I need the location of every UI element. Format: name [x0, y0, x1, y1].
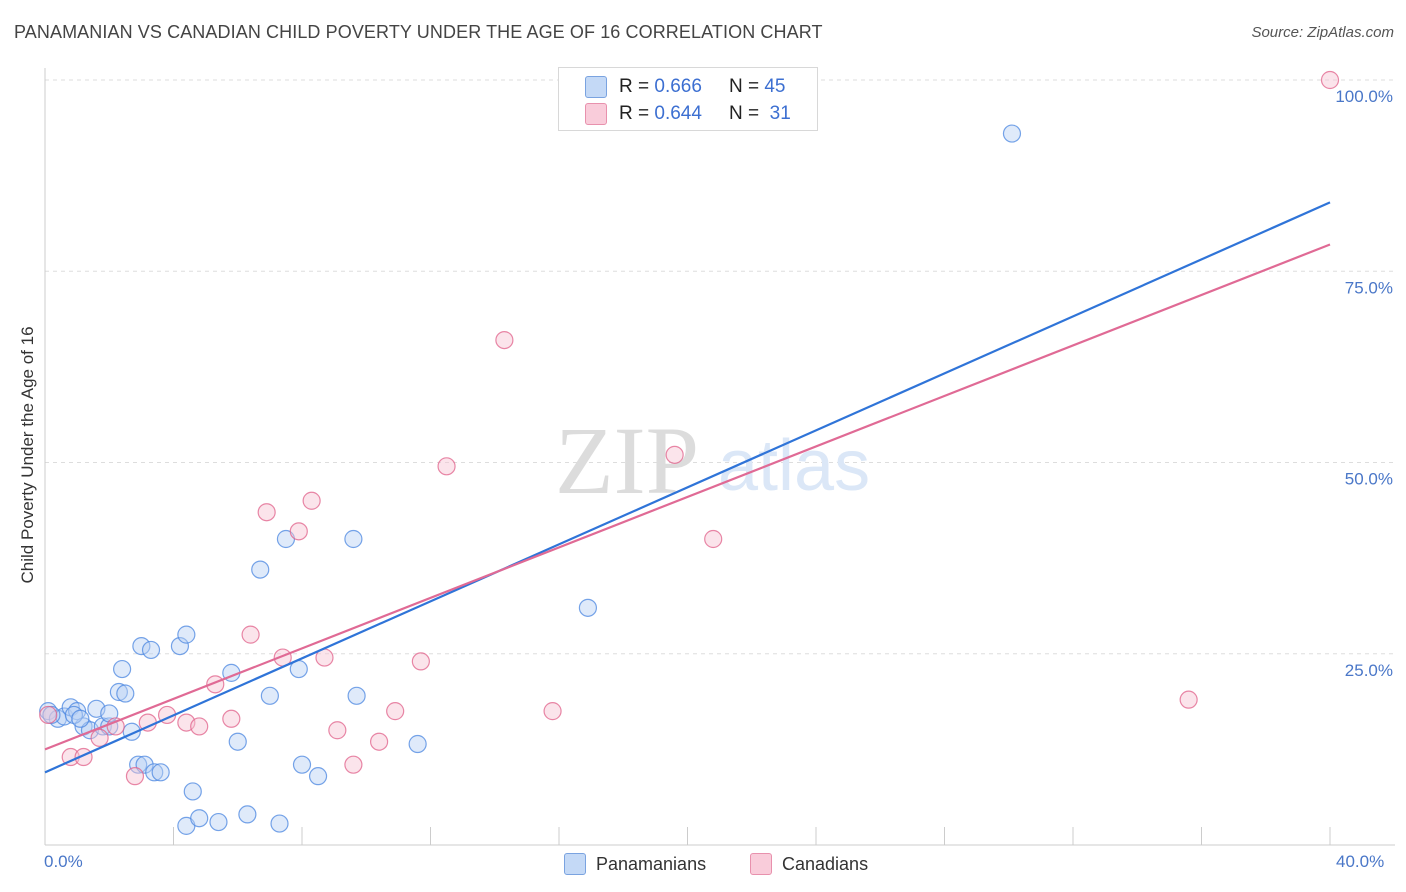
- watermark-zip: ZIP: [555, 407, 699, 514]
- panamanian-point: [260, 686, 279, 705]
- canadian-point: [704, 529, 723, 549]
- canadians-points: [39, 70, 1340, 786]
- legend-n-value: 31: [769, 103, 791, 124]
- y-tick-label: 50.0%: [1345, 470, 1393, 489]
- correlation-legend: R = 0.666 N = 45 R = 0.644 N = 31: [558, 67, 818, 131]
- panamanians-trend-line: [44, 201, 1331, 774]
- legend-swatch-canadians: [585, 103, 607, 125]
- canadian-point: [328, 721, 347, 740]
- legend-item-panamanians[interactable]: Panamanians: [564, 852, 706, 876]
- canadian-point: [125, 767, 145, 786]
- canadian-point: [90, 728, 109, 748]
- canadian-point: [437, 457, 456, 476]
- x-tick-label-min: 0.0%: [44, 852, 83, 871]
- panamanian-point: [177, 625, 196, 644]
- canadian-point: [222, 709, 241, 728]
- canadian-point: [1320, 70, 1340, 90]
- panamanian-point: [578, 598, 598, 617]
- canadian-point: [289, 522, 308, 541]
- canadian-point: [411, 652, 430, 671]
- watermark-atlas: atlas: [718, 426, 870, 506]
- axes: [44, 68, 1395, 846]
- panamanian-point: [151, 763, 170, 782]
- panamanian-point: [190, 809, 209, 828]
- panamanian-point: [1002, 124, 1022, 143]
- panamanian-point: [109, 682, 128, 702]
- panamanian-point: [270, 814, 289, 833]
- canadian-point: [543, 702, 562, 721]
- legend-swatch-canadians: [750, 853, 772, 875]
- panamanian-point: [344, 529, 363, 549]
- legend-label-panamanians: Panamanians: [596, 853, 707, 874]
- legend-swatch-panamanians: [585, 76, 607, 98]
- canadian-point: [495, 331, 514, 350]
- legend-n-label: N =: [728, 103, 760, 124]
- panamanian-point: [308, 767, 328, 786]
- canadian-point: [370, 732, 389, 751]
- canadian-point: [344, 755, 363, 774]
- y-tick-labels: 25.0% 50.0% 75.0% 100.0%: [1335, 87, 1393, 680]
- legend-item-canadians[interactable]: Canadians: [750, 852, 868, 876]
- panamanian-point: [347, 686, 366, 705]
- canadian-point: [241, 625, 260, 644]
- legend-row-panamanians: R = 0.666 N = 45: [585, 75, 785, 99]
- trend-lines: [44, 201, 1331, 774]
- canadian-point: [39, 705, 58, 725]
- panamanian-point: [408, 734, 427, 754]
- panamanians-points: [39, 124, 1022, 835]
- panamanian-point: [238, 805, 257, 824]
- legend-swatch-panamanians: [564, 853, 586, 875]
- panamanian-point: [129, 755, 148, 774]
- panamanian-point: [71, 709, 90, 728]
- panamanian-point: [209, 812, 228, 832]
- panamanian-point: [183, 782, 202, 801]
- legend-r-label: R =: [619, 76, 650, 97]
- legend-r-value: 0.644: [654, 103, 702, 124]
- canadians-trend-line: [44, 243, 1331, 751]
- chart-title: PANAMANIAN VS CANADIAN CHILD POVERTY UND…: [14, 22, 823, 42]
- legend-r-label: R =: [619, 103, 650, 124]
- canadian-point: [665, 445, 684, 464]
- canadian-point: [190, 717, 209, 736]
- canadian-point: [257, 503, 276, 522]
- panamanian-point: [145, 763, 164, 782]
- panamanian-point: [251, 560, 270, 579]
- panamanian-point: [116, 684, 135, 703]
- y-tick-label: 100.0%: [1335, 87, 1393, 106]
- x-tick-label-max: 40.0%: [1336, 852, 1385, 871]
- canadian-point: [302, 491, 321, 510]
- canadian-point: [1179, 690, 1198, 709]
- legend-n-label: N =: [728, 76, 760, 97]
- y-tick-label: 75.0%: [1345, 278, 1393, 297]
- y-tick-label: 25.0%: [1345, 661, 1393, 680]
- canadian-point: [386, 702, 405, 721]
- source-label: Source: ZipAtlas.com: [1251, 24, 1394, 41]
- grid-lines: [45, 79, 1395, 655]
- legend-label-canadians: Canadians: [782, 853, 869, 874]
- panamanian-point: [170, 636, 190, 656]
- panamanian-point: [228, 732, 247, 751]
- panamanian-point: [292, 755, 312, 774]
- legend-r-value: 0.666: [654, 76, 702, 97]
- legend-n-value: 45: [764, 76, 786, 97]
- panamanian-point: [141, 640, 161, 660]
- legend-row-canadians: R = 0.644 N = 31: [585, 102, 791, 126]
- panamanian-point: [132, 636, 151, 656]
- watermark: ZIP atlas: [555, 407, 870, 514]
- panamanian-point: [112, 659, 132, 679]
